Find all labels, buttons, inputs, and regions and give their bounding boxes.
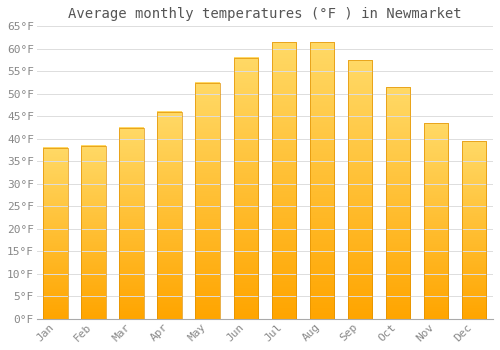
Bar [234, 58, 258, 319]
Bar [158, 112, 182, 319]
Bar [462, 141, 486, 319]
Bar [120, 127, 144, 319]
Bar [348, 60, 372, 319]
Bar [272, 42, 296, 319]
Bar [310, 42, 334, 319]
Bar [196, 83, 220, 319]
Bar [386, 87, 410, 319]
Bar [44, 148, 68, 319]
Bar [424, 123, 448, 319]
Bar [82, 146, 106, 319]
Title: Average monthly temperatures (°F ) in Newmarket: Average monthly temperatures (°F ) in Ne… [68, 7, 462, 21]
